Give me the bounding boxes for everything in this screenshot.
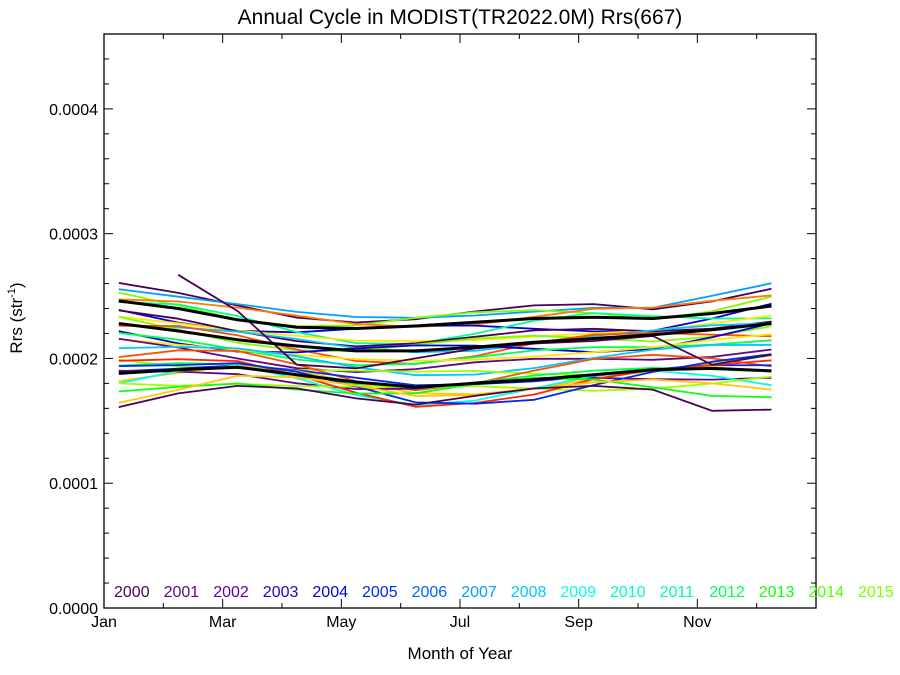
- legend-year-2013: 2013: [759, 584, 795, 601]
- series-line: [118, 294, 772, 328]
- y-tick-label: 0.0003: [49, 227, 98, 244]
- x-tick-label: Jul: [450, 614, 470, 631]
- legend-year-2001: 2001: [164, 584, 200, 601]
- series-line: [118, 344, 772, 377]
- legend-year-2009: 2009: [560, 584, 596, 601]
- legend-year-2015: 2015: [858, 584, 894, 601]
- legend-year-2000: 2000: [114, 584, 150, 601]
- x-tick-label: Nov: [683, 614, 711, 631]
- legend-year-2014: 2014: [808, 584, 844, 601]
- y-tick-label: 0.0002: [49, 351, 98, 368]
- series-line: [118, 322, 772, 354]
- y-tick-label: 0.0001: [49, 476, 98, 493]
- series-line: [118, 309, 772, 348]
- mean-line: [118, 365, 772, 389]
- mean-line: [118, 322, 772, 353]
- y-axis-label: Rrs (str-1): [6, 282, 26, 353]
- plot-frame: [103, 33, 817, 609]
- y-tick-label: 0.0004: [49, 102, 98, 119]
- mean-line: [118, 299, 772, 330]
- legend-year-2008: 2008: [511, 584, 547, 601]
- legend-year-2011: 2011: [660, 584, 695, 601]
- legend-year-2004: 2004: [312, 584, 348, 601]
- x-tick-label: May: [326, 614, 356, 631]
- chart-title: Annual Cycle in MODIST(TR2022.0M) Rrs(66…: [238, 6, 683, 29]
- series-line: [118, 384, 772, 412]
- legend-year-2003: 2003: [263, 584, 299, 601]
- legend-year-2005: 2005: [362, 584, 398, 601]
- series-line: [118, 337, 772, 373]
- x-tick-label: Jan: [91, 614, 117, 631]
- series-lines: [118, 274, 772, 412]
- axes: Jan Mar May Jul Sep Nov 0.0000 0.0001 0.0002 0.00…: [49, 34, 816, 631]
- legend-year-2006: 2006: [412, 584, 448, 601]
- x-tick-label: Mar: [209, 614, 237, 631]
- x-tick-label: Sep: [564, 614, 593, 631]
- series-line: [118, 374, 772, 404]
- legend-year-2002: 2002: [213, 584, 249, 601]
- series-line: [118, 376, 772, 399]
- legend-year-2012: 2012: [709, 584, 745, 601]
- y-tick-label: 0.0000: [49, 601, 98, 618]
- legend-year-2007: 2007: [461, 584, 497, 601]
- year-legend: 2000 2001 2002 2003 2004 2005 2006 2007 2008 2009…: [114, 584, 894, 601]
- legend-year-2010: 2010: [610, 584, 646, 601]
- x-axis-label: Month of Year: [408, 644, 513, 663]
